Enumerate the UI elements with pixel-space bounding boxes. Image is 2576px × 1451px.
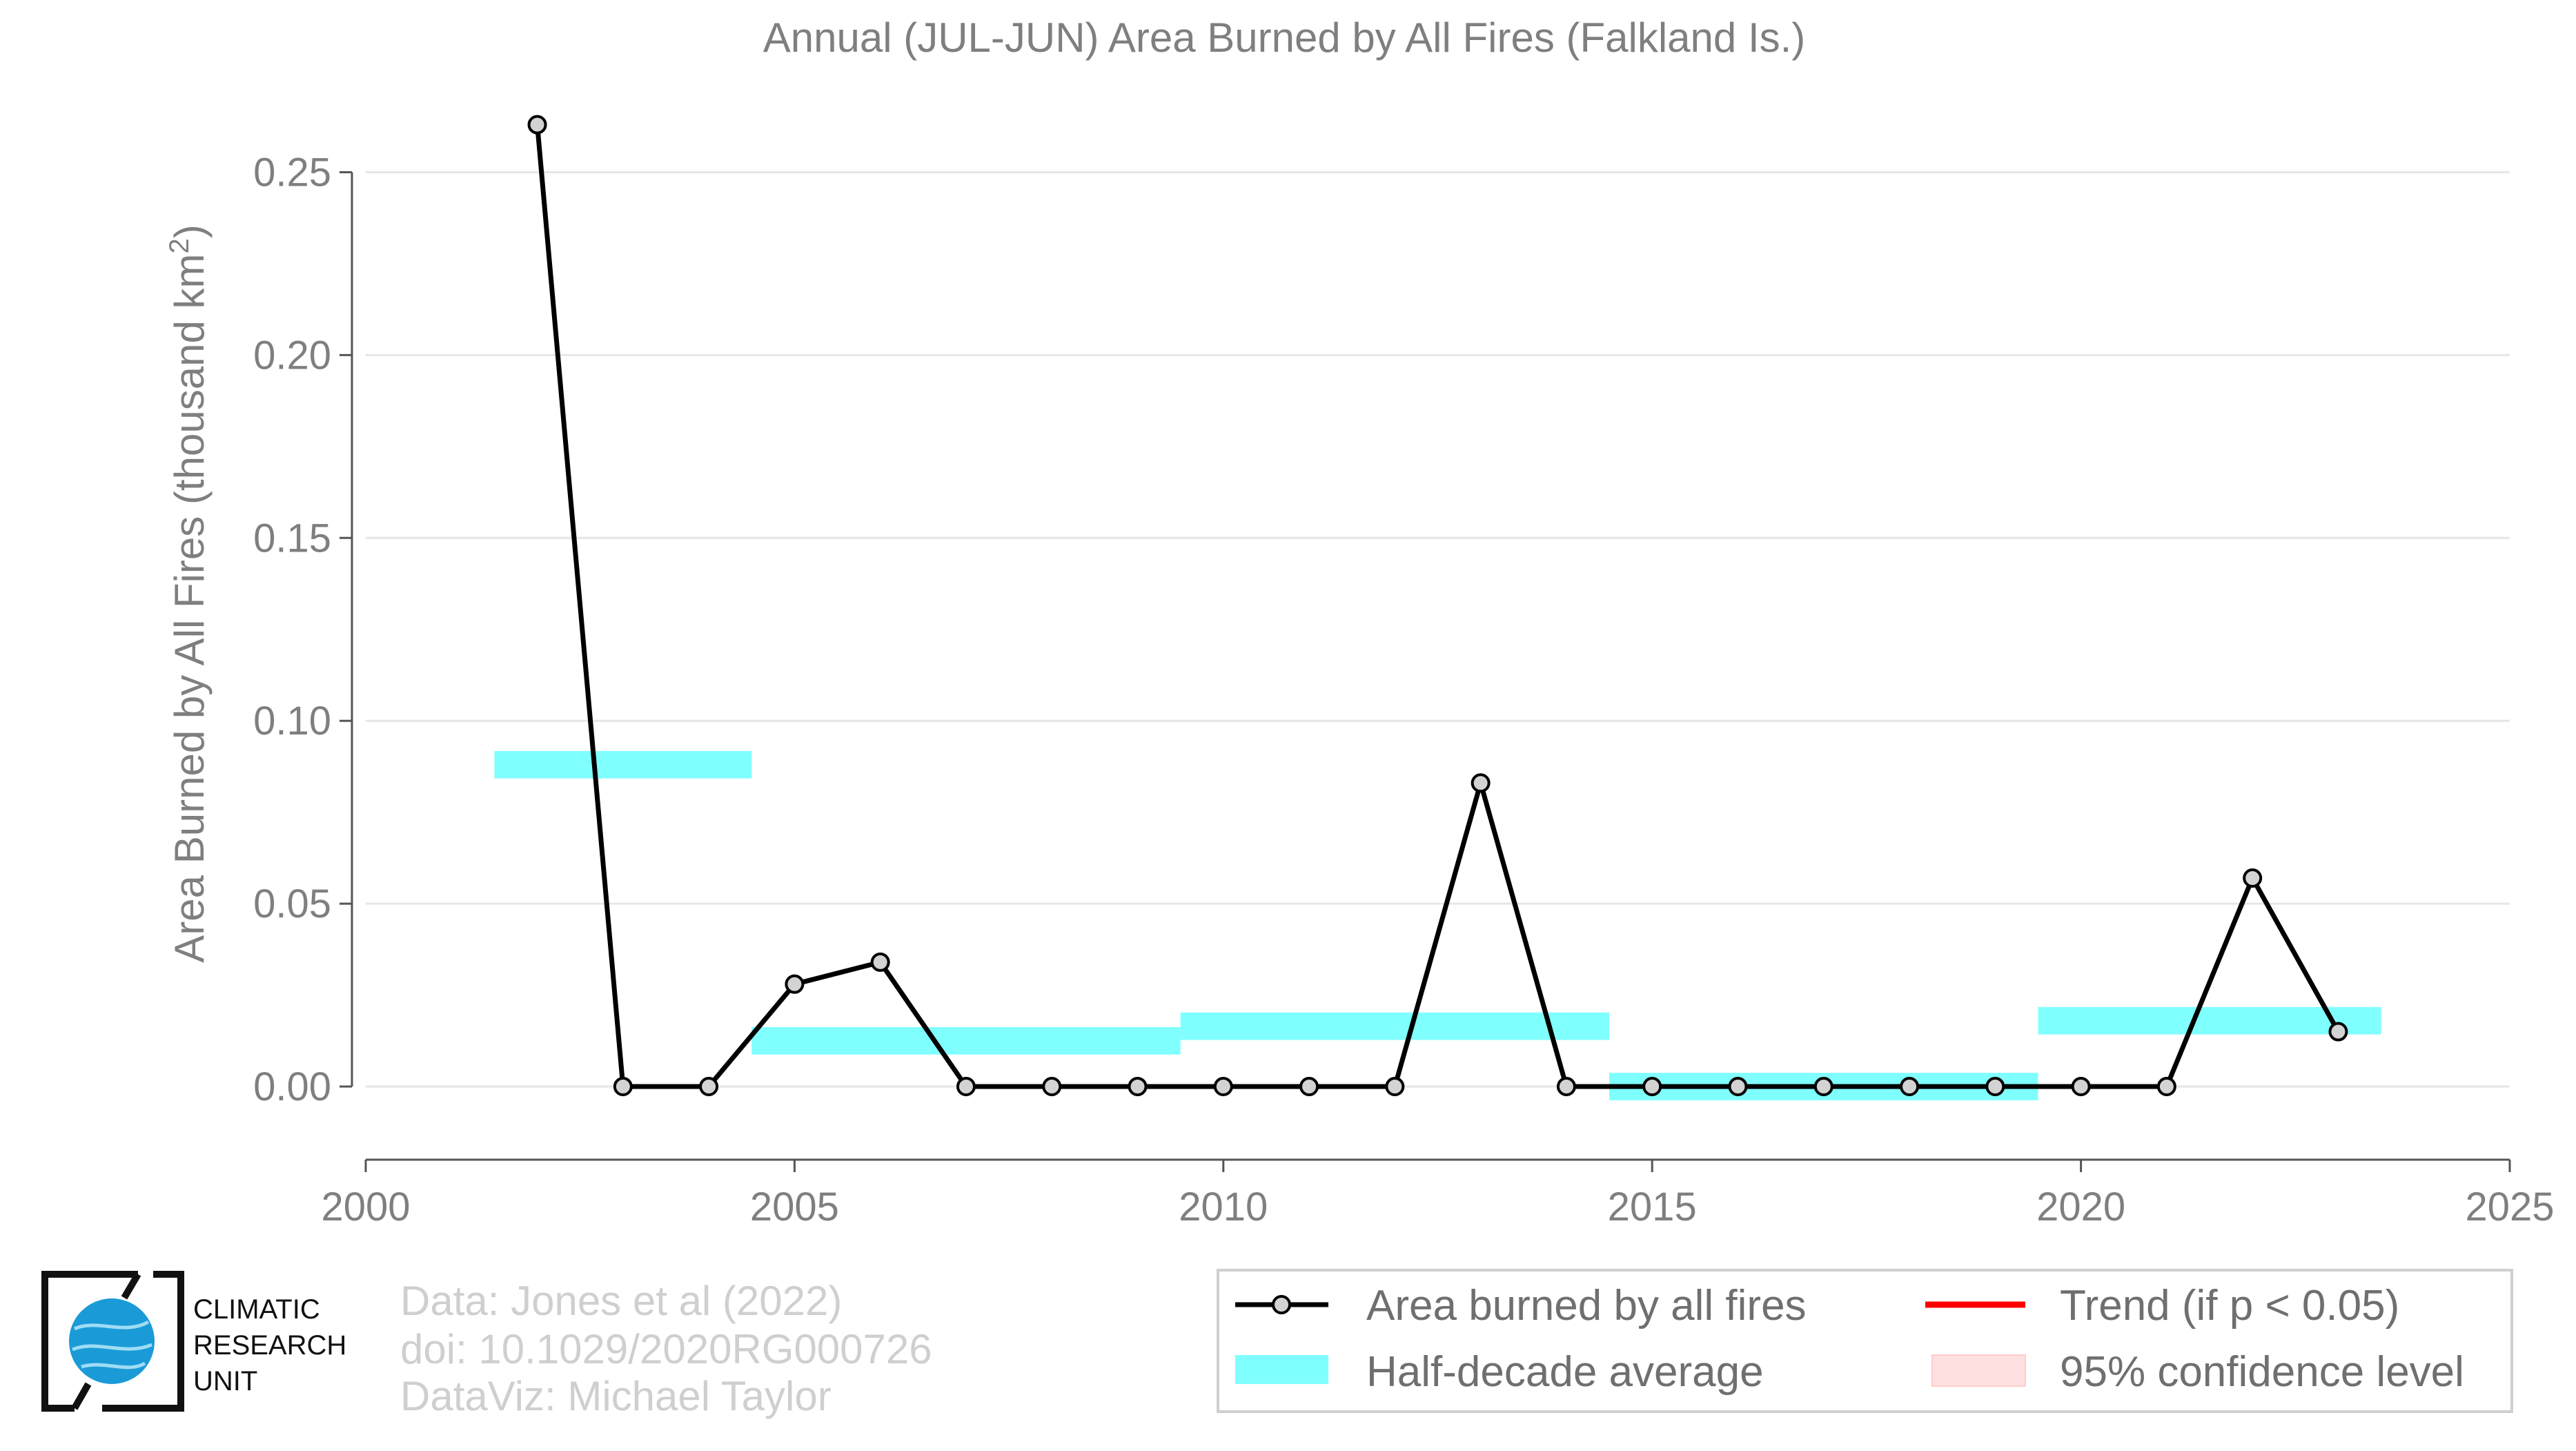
cru-logo: CLIMATIC RESEARCH UNIT (41, 1271, 346, 1412)
y-axis-label: Area Burned by All Fires (thousand km2) (164, 224, 213, 962)
y-tick-label: 0.15 (253, 516, 331, 561)
y-axis-label-sup: 2 (164, 238, 195, 253)
y-tick-label: 0.20 (253, 333, 331, 378)
legend-series-marker (1272, 1295, 1291, 1314)
logo-text-line2: RESEARCH (193, 1330, 346, 1361)
y-tick-label: 0.10 (253, 699, 331, 743)
data-point (2328, 1022, 2348, 1042)
chart-title: Annual (JUL-JUN) Area Burned by All Fire… (763, 14, 1806, 61)
credit-data: Data: Jones et al (2022) (400, 1278, 842, 1324)
data-point (1299, 1077, 1319, 1097)
half-decade-band (1180, 1012, 1610, 1040)
y-tick-label: 0.05 (253, 882, 331, 926)
y-axis-label-main: Area Burned by All Fires (thousand km (166, 254, 213, 963)
half-decade-band (494, 750, 752, 779)
data-point (613, 1077, 633, 1097)
y-tick-label: 0.00 (253, 1064, 331, 1109)
data-point (527, 115, 547, 135)
x-tick-label: 2025 (2465, 1185, 2554, 1229)
data-point (1128, 1077, 1148, 1097)
grid (366, 171, 2510, 1088)
data-point (1556, 1077, 1576, 1097)
series (527, 115, 2348, 1097)
logo-slash-top (121, 1272, 141, 1300)
x-tick-label: 2005 (750, 1185, 839, 1229)
data-point (1471, 773, 1491, 793)
logo-text-line1: CLIMATIC (193, 1294, 320, 1325)
data-point (1642, 1077, 1662, 1097)
legend-halfdecade-label: Half-decade average (1366, 1348, 1764, 1396)
globe-icon (69, 1298, 155, 1384)
data-point (956, 1077, 976, 1097)
y-tick-label: 0.25 (253, 150, 331, 195)
x-tick-label: 2010 (1179, 1185, 1268, 1229)
legend-box (1217, 1269, 2513, 1413)
data-point (1042, 1077, 1062, 1097)
logo-text-line3: UNIT (193, 1366, 257, 1396)
legend-series-label: Area burned by all fires (1366, 1282, 1807, 1330)
legend-halfdecade-swatch (1235, 1355, 1328, 1384)
x-tick-label: 2020 (2036, 1185, 2125, 1229)
globe-swirl (72, 1320, 153, 1370)
half-decade-bands (494, 750, 2381, 1100)
y-axis-label-end: ) (166, 224, 213, 238)
x-tick-labels: 2000 2005 2010 2015 2020 2025 (321, 1185, 2554, 1229)
axes (340, 171, 2511, 1172)
half-decade-band (2038, 1006, 2381, 1035)
logo-bracket-left (41, 1271, 138, 1412)
data-point (1985, 1077, 2005, 1097)
data-point (870, 952, 890, 972)
y-tick-labels: 0.00 0.05 0.10 0.15 0.20 0.25 (253, 150, 331, 1109)
legend-confidence-swatch (1931, 1354, 2026, 1387)
data-point (1728, 1077, 1748, 1097)
legend-trend-label: Trend (if p < 0.05) (2060, 1282, 2399, 1330)
x-tick-label: 2015 (1608, 1185, 1697, 1229)
data-point (1900, 1077, 1920, 1097)
data-point (1813, 1077, 1833, 1097)
credit-doi: doi: 10.1029/2020RG000726 (400, 1326, 932, 1372)
data-point (2156, 1077, 2176, 1097)
x-tick-label: 2000 (321, 1185, 410, 1229)
logo-bracket-right (102, 1271, 184, 1412)
half-decade-band (751, 1026, 1181, 1055)
data-point (2071, 1077, 2091, 1097)
legend-confidence-label: 95% confidence level (2060, 1348, 2464, 1396)
data-point (699, 1077, 719, 1097)
credit-dataviz: DataViz: Michael Taylor (400, 1373, 832, 1419)
data-point (1213, 1077, 1233, 1097)
data-point (785, 974, 805, 994)
legend: Area burned by all fires Trend (if p < 0… (1217, 1269, 2513, 1413)
data-point (1385, 1077, 1405, 1097)
series-line (535, 124, 2341, 1089)
data-point (2243, 868, 2263, 888)
logo-slash-bottom (71, 1382, 92, 1410)
